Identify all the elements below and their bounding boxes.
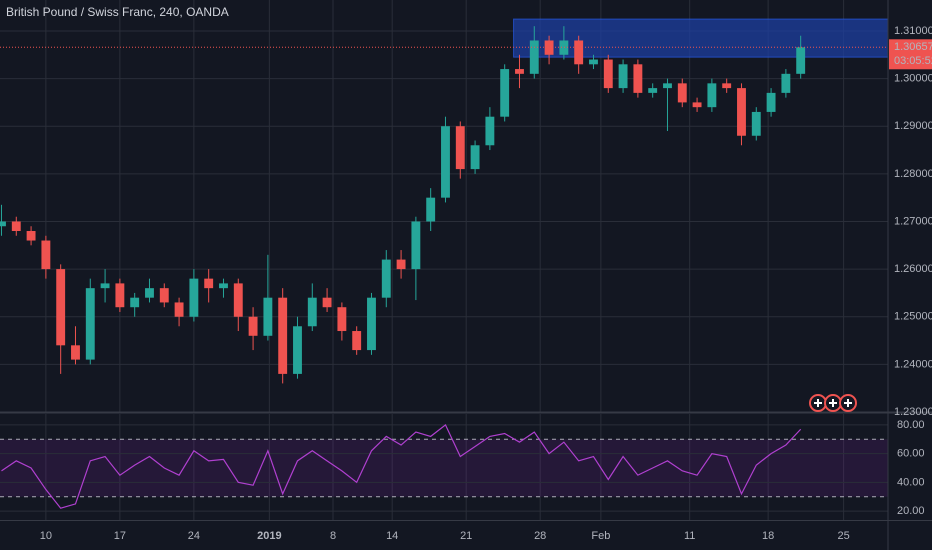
candle-body — [722, 83, 732, 89]
rsi-tick-label: 40.00 — [897, 476, 925, 488]
y-tick-label: 1.29000 — [894, 120, 932, 132]
candle-body — [293, 326, 302, 374]
x-tick-label: 24 — [188, 530, 200, 542]
candle-body — [100, 283, 110, 289]
y-tick-label: 1.28000 — [894, 168, 932, 180]
candle-body — [648, 88, 658, 93]
y-tick-label: 1.30000 — [894, 72, 932, 84]
candle-body — [381, 259, 391, 298]
candle-body — [352, 331, 362, 351]
y-tick-label: 1.24000 — [894, 358, 932, 370]
candle-body — [204, 278, 214, 289]
candle-body — [692, 102, 702, 108]
candle-body — [470, 145, 480, 170]
x-tick-label: 17 — [114, 530, 126, 542]
candle-body — [737, 88, 746, 136]
price-label: 1.30657 — [894, 41, 932, 53]
candle-body — [248, 316, 258, 336]
candle-body — [589, 59, 598, 65]
candle-body — [751, 111, 761, 136]
rsi-band — [0, 439, 888, 497]
y-tick-label: 1.26000 — [894, 263, 932, 275]
candle-body — [367, 297, 376, 351]
y-tick-label: 1.25000 — [894, 311, 932, 323]
marks — [0, 18, 889, 509]
candle-body — [189, 278, 199, 317]
candle-body — [233, 283, 243, 317]
candle-body — [11, 221, 21, 232]
candle-body — [485, 116, 495, 146]
candle-body — [500, 69, 510, 117]
candle-body — [174, 302, 184, 317]
candle-body — [766, 92, 776, 112]
grid — [0, 0, 888, 520]
toolbar-icons[interactable] — [809, 394, 857, 412]
zone-box — [513, 18, 889, 58]
x-tick-label: Feb — [591, 530, 610, 542]
x-tick-label: 18 — [762, 530, 774, 542]
x-tick-label: 8 — [330, 530, 336, 542]
candle-body — [515, 69, 524, 74]
y-tick-label: 1.27000 — [894, 215, 932, 227]
icon-plus — [844, 399, 852, 407]
candle-body — [337, 307, 347, 332]
candle-body — [426, 197, 436, 222]
candle-body — [26, 231, 36, 241]
candle-body — [574, 40, 584, 65]
rsi-line — [1, 423, 802, 509]
candle-body — [618, 64, 628, 89]
icon-plus — [829, 399, 837, 407]
price-label-box — [889, 39, 932, 70]
chart-title: British Pound / Swiss Franc, 240, OANDA — [6, 5, 229, 19]
candle-body — [707, 83, 717, 108]
candle-body — [396, 259, 406, 270]
candle-body — [71, 345, 80, 360]
candle-body — [115, 283, 125, 308]
candle-body — [633, 64, 643, 93]
candle-body — [796, 47, 806, 74]
rsi-tick-label: 20.00 — [897, 505, 925, 517]
candle-body — [781, 73, 791, 93]
candle-body — [219, 283, 228, 289]
x-tick-label: 21 — [460, 530, 472, 542]
candle-body — [159, 288, 169, 303]
x-tick-label: 2019 — [257, 530, 281, 542]
x-tick-label: 11 — [684, 530, 695, 542]
candle-body — [85, 288, 95, 360]
candle-body — [145, 288, 154, 298]
y-tick-label: 1.23000 — [894, 406, 932, 418]
candle-body — [263, 297, 273, 336]
countdown-label: 03:05:52 — [894, 55, 932, 67]
y-tick-label: 1.31000 — [894, 25, 932, 37]
icon-plus — [814, 399, 822, 407]
candle-body — [56, 269, 66, 346]
candle-body — [130, 297, 140, 308]
candle-body — [307, 297, 317, 327]
x-tick-label: 14 — [386, 530, 398, 542]
candle-body — [603, 59, 613, 89]
candle-body — [529, 40, 539, 74]
candle-body — [441, 126, 450, 198]
candle-body — [663, 83, 672, 89]
candle-body — [322, 297, 332, 308]
candle-body — [559, 40, 569, 55]
rsi-tick-label: 60.00 — [897, 448, 925, 460]
candle-body — [455, 126, 465, 170]
x-tick-label: 10 — [40, 530, 52, 542]
x-tick-label: 25 — [837, 530, 849, 542]
candle-body — [278, 297, 288, 374]
candle-body — [0, 221, 6, 227]
candle-body — [41, 240, 51, 270]
x-tick-label: 28 — [534, 530, 546, 542]
candle-body — [677, 83, 687, 103]
rsi-tick-label: 80.00 — [897, 419, 925, 431]
candle-body — [411, 221, 421, 270]
